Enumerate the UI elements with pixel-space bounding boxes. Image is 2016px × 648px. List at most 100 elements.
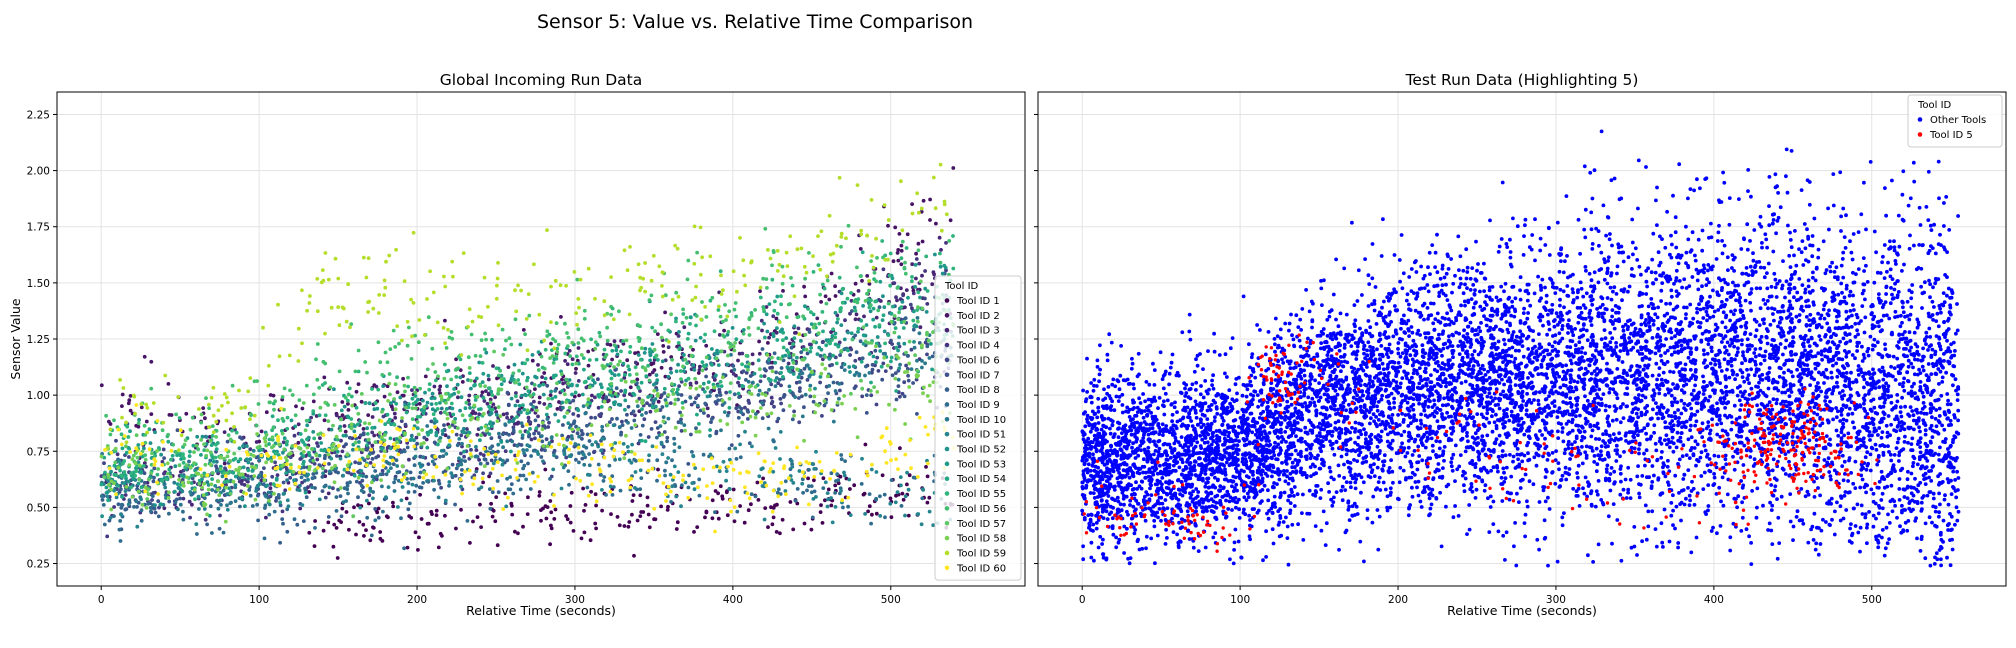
data-point [425, 445, 430, 450]
data-point [633, 413, 637, 418]
data-point [817, 321, 822, 326]
data-point [394, 437, 399, 441]
data-point [755, 480, 760, 485]
data-point [311, 399, 316, 404]
data-point [388, 392, 392, 397]
data-point [509, 342, 514, 347]
data-point [912, 340, 916, 344]
data-point [247, 488, 252, 492]
data-point [718, 484, 723, 489]
data-point [683, 382, 687, 387]
data-point [555, 350, 560, 354]
data-point [749, 392, 754, 396]
data-point [468, 406, 472, 410]
data-point [704, 315, 709, 319]
data-point [444, 391, 448, 396]
data-point [639, 357, 643, 362]
data-point [926, 461, 930, 466]
data-point [536, 363, 540, 367]
data-point [825, 278, 830, 283]
data-point [500, 462, 505, 467]
data-point [612, 400, 616, 405]
data-point [802, 521, 807, 526]
data-point [230, 428, 234, 433]
data-point [177, 463, 182, 468]
data-point [886, 218, 891, 222]
left-y-tick-label: 0.50 [27, 502, 50, 514]
data-point [686, 258, 691, 263]
data-point [840, 300, 845, 305]
data-point [552, 517, 557, 521]
data-point [868, 303, 873, 307]
data-point [411, 230, 416, 235]
data-point [597, 330, 602, 335]
data-point [709, 456, 714, 461]
data-point [515, 399, 520, 404]
data-point [496, 490, 501, 495]
data-point [525, 512, 530, 516]
data-point [128, 429, 132, 434]
data-point [806, 307, 810, 311]
data-point [807, 330, 812, 334]
data-point [626, 478, 631, 483]
data-point [453, 368, 458, 372]
data-point [477, 407, 481, 412]
data-point [509, 501, 514, 506]
data-point [484, 350, 489, 355]
data-point [409, 297, 413, 302]
data-point [167, 499, 172, 504]
data-point [345, 467, 350, 472]
data-point [177, 416, 182, 420]
data-point [613, 392, 618, 396]
data-point [344, 499, 348, 503]
data-point [880, 239, 885, 243]
data-point [106, 498, 110, 503]
data-point [211, 385, 216, 390]
data-point [882, 203, 887, 208]
data-point [181, 517, 186, 522]
data-point [276, 493, 281, 497]
data-point [434, 513, 439, 517]
data-point [732, 519, 737, 524]
data-point [640, 407, 644, 412]
data-point [676, 294, 681, 299]
data-point [850, 309, 854, 313]
data-point [685, 361, 689, 365]
data-point [457, 437, 462, 441]
data-point [653, 420, 658, 424]
data-point [494, 495, 499, 499]
data-point [495, 543, 500, 548]
data-point [404, 496, 409, 501]
data-point [549, 526, 554, 531]
data-point [542, 371, 547, 375]
data-point [910, 275, 914, 279]
data-point [756, 326, 761, 331]
data-point [860, 456, 864, 461]
left-x-tick-label: 100 [249, 594, 269, 606]
data-point [231, 470, 236, 475]
data-point [661, 344, 666, 348]
data-point [920, 273, 924, 278]
data-point [391, 328, 396, 333]
data-point [701, 381, 706, 386]
data-point [228, 437, 233, 442]
data-point [188, 427, 193, 432]
data-point [513, 403, 518, 408]
data-point [276, 302, 280, 307]
data-point [145, 406, 150, 410]
data-point [393, 415, 398, 420]
data-point [766, 525, 770, 529]
data-point [771, 332, 776, 336]
data-point [576, 346, 581, 350]
data-point [224, 474, 228, 478]
data-point [479, 525, 483, 529]
data-point [167, 511, 171, 516]
data-point [515, 453, 520, 457]
data-point [222, 456, 227, 461]
data-point [846, 223, 851, 228]
data-point [147, 447, 152, 452]
data-point [897, 232, 902, 236]
data-point [915, 368, 920, 373]
data-point [795, 445, 799, 450]
data-point [576, 341, 581, 345]
